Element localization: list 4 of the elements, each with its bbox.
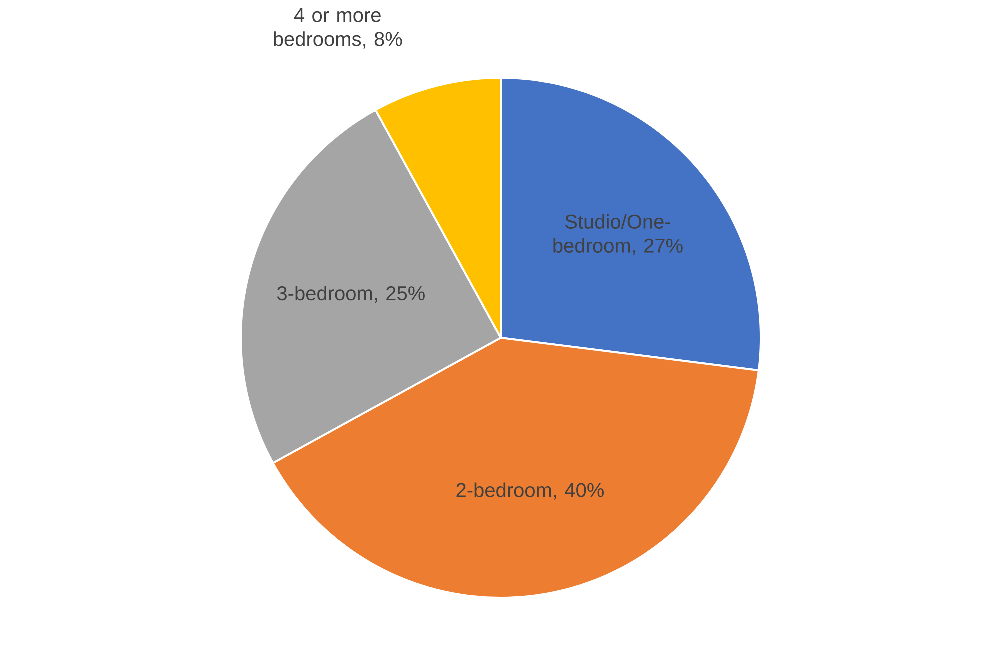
slice-label: Studio/One-bedroom, 27% (554, 214, 683, 256)
slice-label: 2-bedroom, 40% (456, 482, 604, 500)
slice-label: 4 or more bedrooms, 8% (274, 8, 402, 49)
slice-label: 3-bedroom, 25% (277, 286, 425, 303)
